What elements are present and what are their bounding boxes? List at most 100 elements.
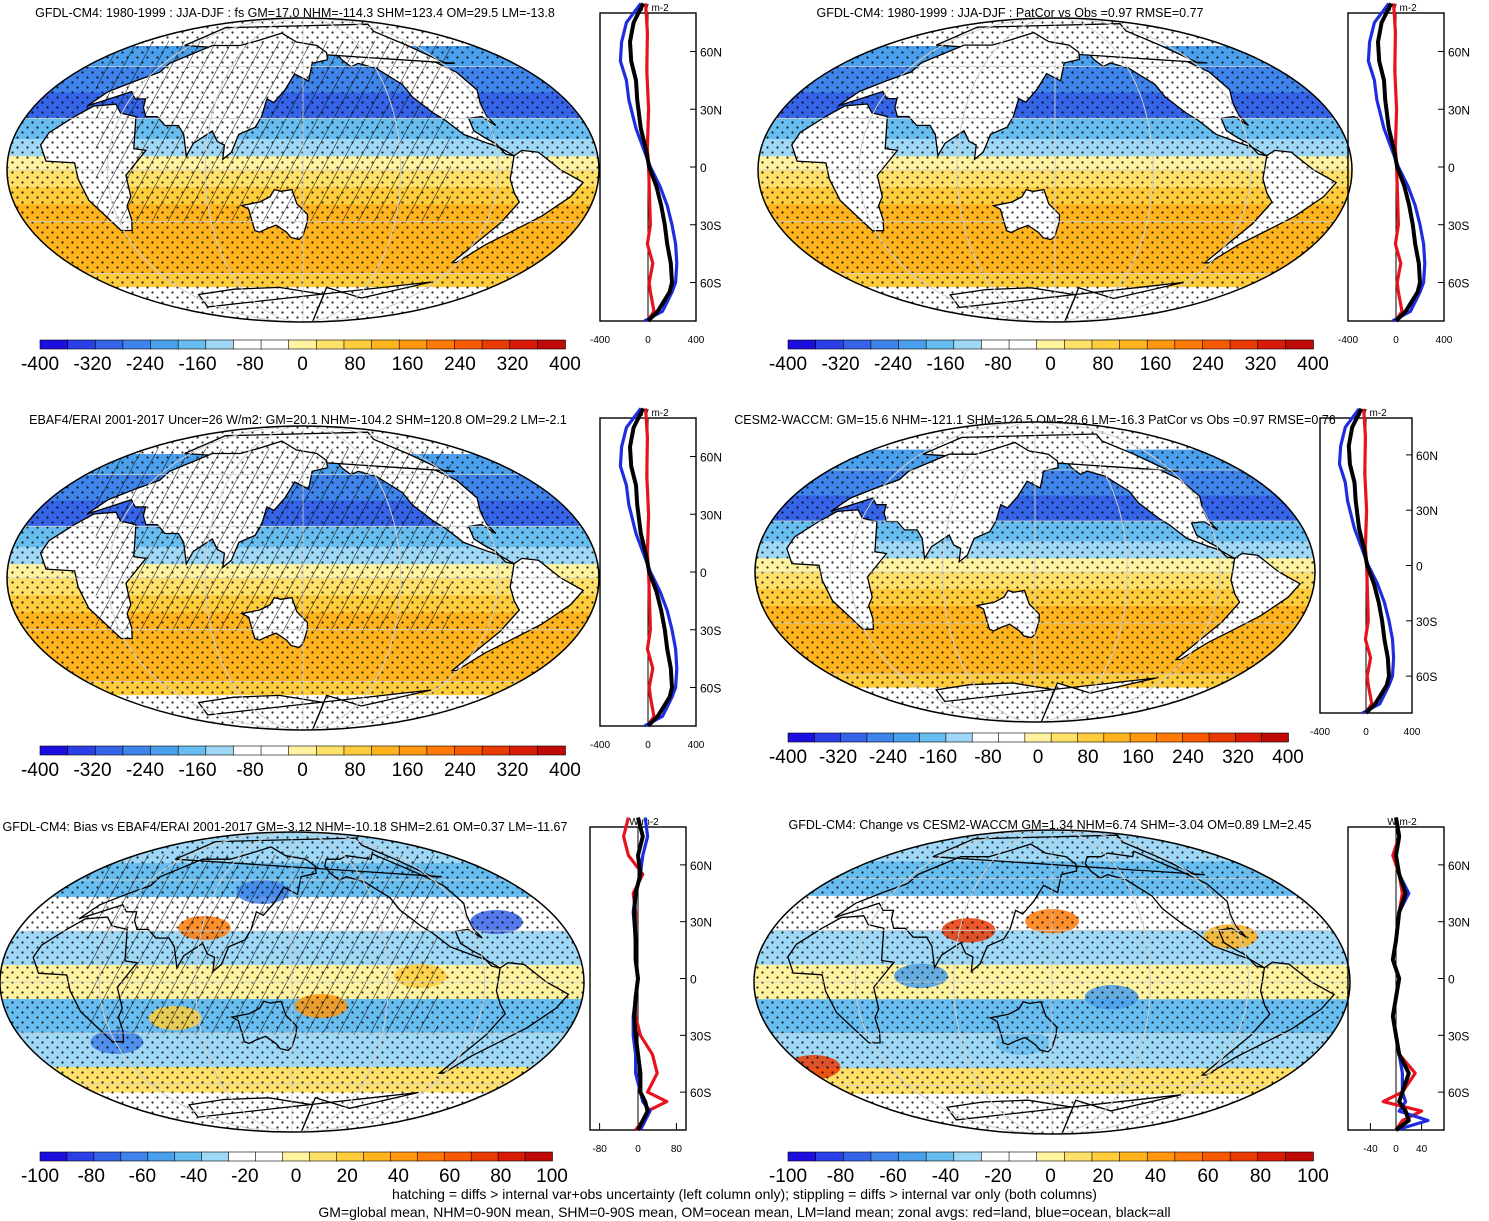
panel-2-zonal-xtick-label: -400: [1338, 335, 1358, 346]
panel-4-zonal-lat-label: 0: [1416, 560, 1423, 574]
panel-1-colorbar-cell: [316, 339, 345, 350]
panel-6-graticule-lon: [854, 830, 1250, 1134]
panel-5-colorbar-cell: [147, 1151, 176, 1162]
panel-6-map: [754, 830, 1350, 1134]
panel-5-colorbar-cell: [282, 1151, 311, 1162]
panel-3-colorbar-cell: [343, 745, 373, 756]
panel-2-colorbar-cell: [898, 339, 927, 350]
panel-2-colorbar-cell: [842, 339, 872, 350]
panel-4-colorbar-label: -80: [974, 747, 1001, 768]
panel-4-colorbar-cell: [1208, 732, 1237, 743]
panel-6-colorbar-cell: [1119, 1151, 1149, 1162]
panel-6-colorbar-cell: [1036, 1151, 1066, 1162]
panel-2-zonal-series-0: [1392, 3, 1404, 322]
panel-1-zonal-lat-label: 30N: [700, 103, 722, 117]
panel-3-colorbar-cell: [426, 745, 456, 756]
panel-4-colorbar-cell: [1156, 732, 1184, 743]
panel-4-colorbar-cell: [1129, 732, 1158, 743]
panel-6-colorbar-label: 0: [1045, 1166, 1056, 1187]
panel-1-colorbar-cell: [398, 339, 428, 350]
panel-1-colorbar-label: 160: [392, 354, 424, 375]
panel-3-colorbar-label: -400: [21, 760, 59, 781]
panel-4-zonal-lat-label: 60N: [1416, 449, 1438, 463]
panel-1-colorbar-cell: [537, 339, 566, 350]
panel-5-colorbar-label: 20: [337, 1166, 358, 1187]
panel-1: GFDL-CM4: 1980-1999 : JJA-DJF : fs GM=17…: [6, 2, 722, 375]
panel-2-colorbar-cell: [787, 339, 817, 350]
panel-5-colorbar-cell: [443, 1151, 472, 1162]
panel-6-colorbar-cell: [842, 1151, 872, 1162]
panel-2-colorbar-label: -80: [984, 354, 1011, 375]
panel-6-zonal-lat-label: 60S: [1448, 1086, 1469, 1100]
panel-3-title: EBAF4/ERAI 2001-2017 Uncer=26 W/m2: GM=2…: [29, 413, 567, 427]
panel-1-graticule-lon: [107, 18, 499, 322]
panel-6-colorbar-cell: [1229, 1151, 1259, 1162]
panel-3-zonal-lat-label: 60N: [700, 451, 722, 465]
panel-3-colorbar-cell: [150, 745, 179, 756]
panel-4-graticule-lon: [942, 422, 1128, 722]
panel-3-zonal-xtick-label: 400: [688, 740, 705, 751]
footnote-line-1: hatching = diffs > internal var+obs unce…: [392, 1186, 1097, 1202]
panel-2-colorbar-label: -240: [874, 354, 912, 375]
panel-1-colorbar-cell: [39, 339, 69, 350]
panel-6-colorbar-label: -60: [879, 1166, 906, 1187]
panel-3-colorbar-label: -80: [236, 760, 263, 781]
panel-2-colorbar-cell: [925, 339, 955, 350]
panel-5-zonal-lat-label: 60N: [690, 859, 712, 873]
panel-2-colorbar-label: -320: [821, 354, 859, 375]
panel-2-colorbar-cell: [1257, 339, 1287, 350]
panel-4-zonal-xtick-label: 400: [1404, 727, 1421, 738]
panel-1-graticule-lon: [204, 18, 402, 322]
panel-5-colorbar-cell: [309, 1151, 338, 1162]
panel-2-colorbar-cell: [1202, 339, 1231, 350]
panel-6-colorbar-cell: [981, 1151, 1010, 1162]
panel-6-colorbar-label: -100: [769, 1166, 807, 1187]
panel-6-zonal-series-2: [1390, 817, 1411, 1132]
panel-3-colorbar-cell: [398, 745, 428, 756]
panel-1-colorbar-label: -160: [178, 354, 216, 375]
panel-4-colorbar-cell: [1024, 732, 1052, 743]
panel-1-zonal-xtick-label: -400: [590, 335, 610, 346]
panel-1-colorbar-cell: [94, 339, 124, 350]
panel-6-colorbar-cell: [787, 1151, 817, 1162]
panel-6-colorbar-label: 20: [1092, 1166, 1113, 1187]
panel-1-colorbar-label: -320: [73, 354, 111, 375]
panel-3-graticule-lon: [204, 426, 402, 730]
panel-5-colorbar-cell: [120, 1151, 149, 1162]
panel-4-zonal-unit: W m-2: [1357, 408, 1387, 419]
panel-3-zonal-xtick-label: 0: [645, 740, 651, 751]
panel-3-colorbar-cell: [177, 745, 207, 756]
panel-6-colorbar-cell: [1174, 1151, 1204, 1162]
panel-3-colorbar-label: -240: [126, 760, 164, 781]
panel-5-zonal-lat-label: 60S: [690, 1086, 711, 1100]
panel-5-colorbar-label: 80: [490, 1166, 511, 1187]
panel-2-zonal-lat-label: 30N: [1448, 103, 1470, 117]
panel-6-colorbar-cell: [1146, 1151, 1176, 1162]
panel-2-zonal-series-1: [1366, 2, 1427, 323]
panel-1-colorbar-label: 80: [344, 354, 365, 375]
panel-1-colorbar-cell: [343, 339, 373, 350]
panel-1-colorbar-label: -80: [236, 354, 263, 375]
panel-1-zonal-xtick-label: 0: [645, 335, 651, 346]
panel-6-zonal-xtick-label: -40: [1363, 1144, 1378, 1155]
panel-2-map: [758, 18, 1352, 322]
panel-2-colorbar-label: 320: [1245, 354, 1277, 375]
panel-5-zonal-lat-label: 30S: [690, 1029, 711, 1043]
panel-2-colorbar-cell: [870, 339, 900, 350]
panel-4-colorbar-cell: [971, 732, 1000, 743]
panel-1-colorbar-cell: [150, 339, 179, 350]
panel-5-graticule-lon: [195, 832, 389, 1132]
panel-5-colorbar-cell: [174, 1151, 203, 1162]
panel-3-zonal-lat-label: 0: [700, 566, 707, 580]
panel-2-zonal-lat-label: 60N: [1448, 46, 1470, 60]
panel-2-colorbar-label: 160: [1140, 354, 1172, 375]
panel-4-colorbar-label: -240: [869, 747, 907, 768]
panel-3-colorbar-label: 320: [497, 760, 529, 781]
panel-4-graticule-lon: [849, 422, 1221, 722]
panel-1-colorbar-cell: [122, 339, 152, 350]
panel-1-map: [7, 18, 599, 322]
panel-5-colorbar-cell: [201, 1151, 230, 1162]
panel-2-zonal-xtick-label: 400: [1436, 335, 1453, 346]
panel-3-zonal-lat-label: 30N: [700, 508, 722, 522]
panel-5-map-border: [0, 831, 585, 1133]
